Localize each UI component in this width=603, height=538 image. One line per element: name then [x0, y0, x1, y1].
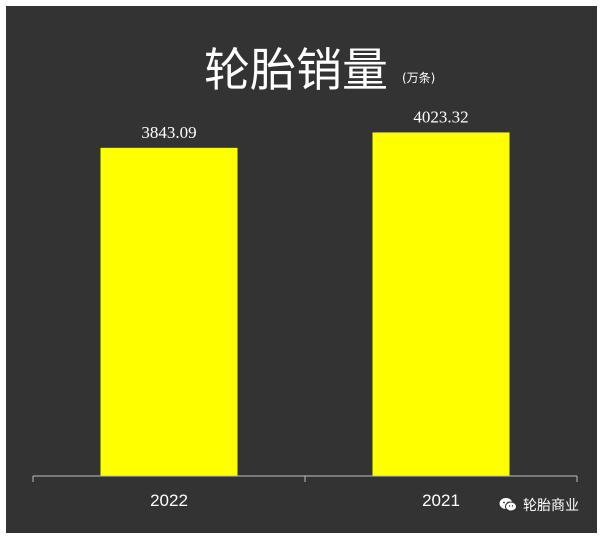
- x-tick-label-2021: 2021: [422, 491, 460, 510]
- chart-panel: 轮胎销量 (万条) 3843.09 4023.32 2022 2021 轮胎商业: [6, 6, 597, 533]
- bar-chart: 轮胎销量 (万条) 3843.09 4023.32 2022 2021: [32, 43, 578, 510]
- chart-unit: (万条): [402, 71, 435, 85]
- data-label-2021: 4023.32: [413, 107, 468, 126]
- watermark: 轮胎商业: [499, 495, 579, 515]
- bar-2021: [372, 132, 510, 476]
- watermark-text: 轮胎商业: [523, 498, 579, 514]
- data-label-2022: 3843.09: [141, 123, 196, 142]
- x-tick-label-2022: 2022: [150, 491, 188, 510]
- wechat-icon: [499, 498, 517, 512]
- bar-2022: [100, 147, 238, 476]
- chart-title: 轮胎销量: [204, 43, 388, 97]
